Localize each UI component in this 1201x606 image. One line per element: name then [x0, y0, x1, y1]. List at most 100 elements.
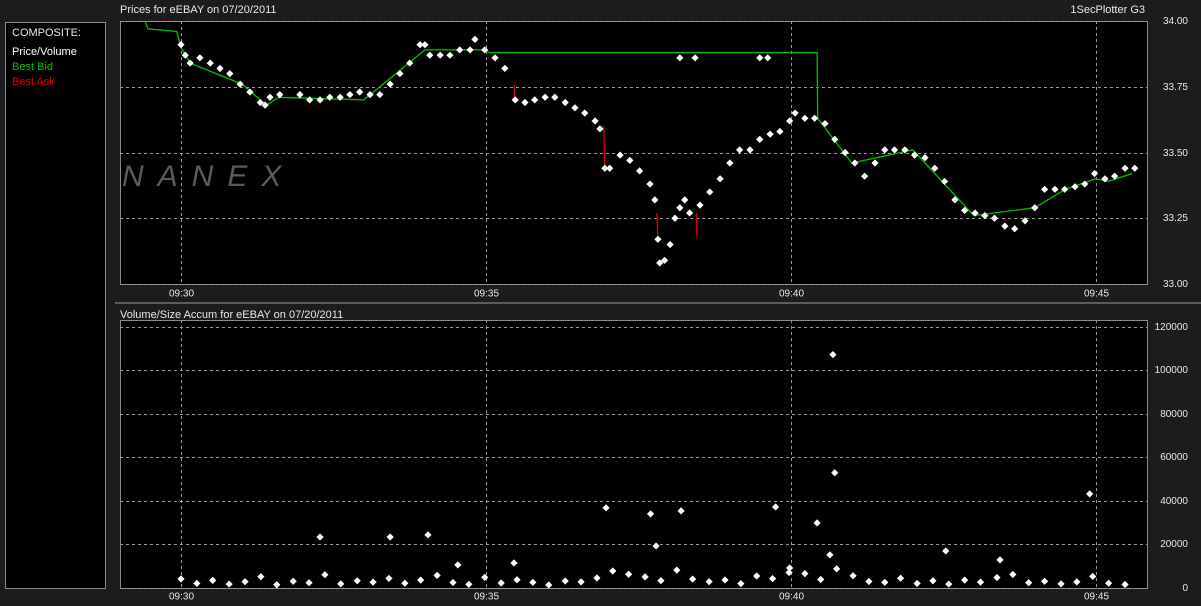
- data-point: [449, 578, 457, 587]
- legend-entry: Best Ask: [12, 76, 55, 88]
- x-tick-label: 09:35: [474, 289, 499, 300]
- data-point: [551, 93, 559, 101]
- data-point: [206, 59, 214, 67]
- y-tick-label: 34.00: [1163, 16, 1188, 27]
- data-point: [764, 54, 772, 62]
- data-point: [591, 117, 599, 125]
- data-point: [756, 135, 764, 143]
- data-point: [766, 130, 774, 138]
- legend-panel: [5, 22, 106, 589]
- data-point: [416, 41, 424, 49]
- data-point: [1009, 570, 1017, 579]
- data-point: [726, 159, 734, 167]
- data-point: [353, 577, 361, 585]
- data-point: [691, 54, 699, 62]
- data-point: [326, 93, 334, 101]
- data-point: [913, 579, 921, 588]
- data-point: [921, 154, 929, 162]
- data-point: [531, 96, 539, 104]
- data-point: [177, 575, 185, 583]
- data-point: [366, 91, 374, 99]
- data-point: [940, 177, 949, 186]
- data-point: [1086, 490, 1094, 498]
- data-point: [971, 209, 979, 217]
- data-point: [510, 559, 518, 567]
- data-point: [753, 572, 761, 580]
- data-point: [1021, 217, 1029, 225]
- legend-title: COMPOSITE:: [12, 27, 81, 39]
- data-point: [1061, 185, 1069, 193]
- data-point: [890, 146, 899, 154]
- data-point: [226, 70, 234, 78]
- data-point: [346, 91, 354, 99]
- y-tick-label: 100000: [1155, 365, 1189, 376]
- data-point: [273, 581, 281, 589]
- data-point: [541, 93, 549, 101]
- data-point: [696, 201, 704, 209]
- data-point: [1101, 175, 1109, 183]
- data-point: [561, 98, 569, 107]
- data-point: [491, 54, 499, 62]
- data-point: [676, 54, 684, 62]
- data-point: [841, 148, 849, 157]
- data-point: [1031, 204, 1039, 212]
- data-point: [981, 212, 989, 220]
- data-point: [577, 578, 585, 586]
- data-point: [646, 510, 655, 518]
- x-tick-label: 09:45: [1084, 289, 1109, 300]
- data-point: [545, 581, 553, 589]
- data-point: [666, 240, 674, 249]
- data-point: [1090, 169, 1099, 178]
- data-point: [181, 51, 189, 59]
- data-point: [497, 579, 505, 587]
- data-point: [911, 151, 919, 159]
- data-point: [1073, 578, 1081, 586]
- y-tick-label: 120000: [1155, 322, 1189, 333]
- data-point: [881, 578, 889, 586]
- data-point: [593, 574, 601, 582]
- data-point: [776, 127, 784, 136]
- x-tick-label: 09:30: [169, 289, 194, 300]
- data-point: [646, 180, 654, 188]
- data-point: [831, 135, 839, 143]
- data-point: [561, 577, 569, 585]
- data-point: [1001, 222, 1009, 230]
- data-point: [756, 54, 764, 62]
- data-point: [681, 196, 689, 204]
- data-point: [990, 214, 999, 222]
- data-point: [241, 578, 249, 586]
- data-point: [225, 580, 233, 588]
- data-point: [596, 125, 604, 133]
- y-tick-label: 33.50: [1163, 148, 1188, 159]
- y-tick-label: 60000: [1160, 452, 1188, 463]
- data-point: [831, 469, 839, 477]
- data-point: [266, 93, 274, 101]
- data-point: [454, 561, 462, 569]
- data-point: [942, 547, 950, 555]
- data-point: [433, 571, 441, 579]
- data-point: [849, 572, 857, 580]
- data-point: [993, 573, 1001, 582]
- data-point: [601, 164, 609, 172]
- data-point: [436, 51, 444, 59]
- data-point: [385, 574, 393, 583]
- data-point: [521, 98, 529, 107]
- data-point: [861, 172, 869, 180]
- data-point: [945, 580, 953, 588]
- data-point: [829, 351, 837, 359]
- data-point: [791, 109, 799, 117]
- data-point: [901, 146, 909, 154]
- data-point: [316, 96, 324, 104]
- watermark: NANEX: [122, 160, 295, 193]
- data-point: [689, 575, 697, 583]
- data-point: [289, 577, 297, 585]
- data-point: [386, 533, 394, 541]
- data-point: [1071, 183, 1079, 191]
- data-point: [951, 196, 959, 204]
- data-point: [1131, 164, 1139, 172]
- data-point: [426, 51, 434, 59]
- data-point: [1089, 572, 1097, 581]
- data-point: [465, 580, 473, 588]
- data-point: [931, 164, 939, 172]
- data-point: [881, 146, 889, 154]
